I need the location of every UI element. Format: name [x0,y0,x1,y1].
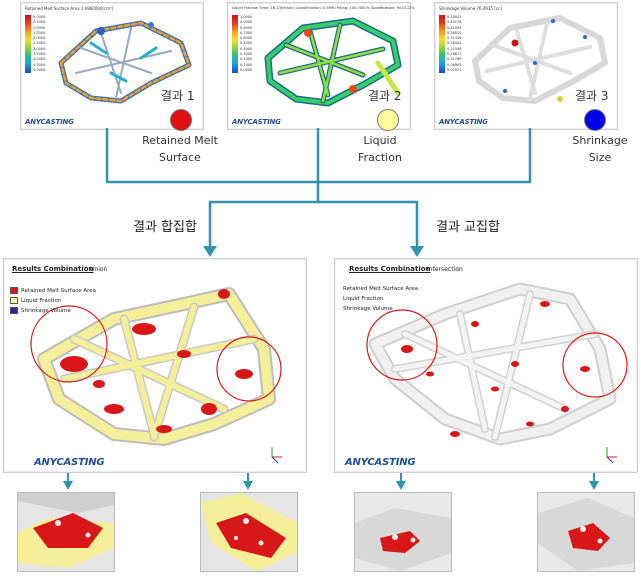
legend-swatch [10,297,18,304]
result-panel-retained-melt: Retained Melt Surface Area 1.0860000[cm²… [20,2,204,131]
legend-item-shrinkage: Shrinkage Volume [10,306,96,316]
caption-retained-melt: Retained Melt Surface [142,134,218,164]
color-legend-bar [439,15,445,73]
results-combination-title: Results Combination [12,265,94,273]
union-heading: 결과 합집합 [133,220,197,235]
legend-item-liquid-fraction: Liquid Fraction [343,296,384,302]
union-zoom-left [17,492,115,572]
intersection-zoom-left [354,492,452,572]
result-color-dot [584,109,606,131]
result-panel-shrinkage: Shrinkage Volume 76.4935 [cc] 0.50043 0.4… [434,2,618,131]
result-color-dot [170,109,192,131]
zoom-detail [355,493,451,571]
anycasting-logo: ANYCASTING [34,457,105,468]
intersection-casting-view [366,282,628,464]
color-legend-bar [232,15,238,73]
result-label: 결과 2 [368,89,402,103]
union-zoom-right [200,492,298,572]
color-legend-bar [25,15,31,73]
zoom-detail [538,493,634,571]
result-panel-liquid-fraction: Liquid Fraction Time: 16.1309(sec) Liqui… [227,2,415,131]
anycasting-logo: ANYCASTING [25,118,74,126]
zoom-detail [18,493,114,571]
intersection-zoom-right [537,492,635,572]
anycasting-logo: ANYCASTING [232,118,281,126]
casting-view-shrinkage [472,15,608,104]
legend-item-liquid-fraction: Liquid Fraction [10,296,96,306]
legend-swatch [10,287,18,294]
union-result-panel: Results Combination Union Retained Melt … [3,258,307,473]
anycasting-logo: ANYCASTING [439,118,488,126]
caption-shrinkage: Shrinkage Size [572,134,628,164]
results-combination-title: Results Combination [349,265,431,273]
result-color-dot [377,109,399,131]
anycasting-logo: ANYCASTING [345,457,416,468]
intersection-heading: 결과 교집합 [436,220,500,235]
caption-liquid-fraction: Liquid Fraction [358,134,402,164]
zoom-detail [201,493,297,571]
legend-values: 0.50043 0.45178 0.41094 0.36010 0.31326 0.264… [447,15,462,72]
combination-mode: Intersection [427,266,463,273]
union-casting-view [30,287,282,464]
casting-view-liquid-fraction [264,17,402,107]
panel-header: Liquid Fraction Time: 16.1309(sec) Liqui… [232,6,415,10]
intersection-result-panel: Results Combination Intersection Retaine… [334,258,638,473]
panel-header: Shrinkage Volume 76.4935 [cc] [439,6,502,11]
legend-swatch [10,307,18,314]
result-label: 결과 1 [161,89,195,103]
casting-view-retained-melt [58,20,192,104]
result-label: 결과 3 [575,89,609,103]
legend-item-shrinkage: Shrinkage Volume [343,306,393,312]
combination-legend: Retained Melt Surface Area Liquid Fracti… [343,284,418,314]
legend-item-retained-melt: Retained Melt Surface Area [10,286,96,296]
legend-item-retained-melt: Retained Melt Surface Area [343,286,419,292]
legend-values: 1.0000 0.9000 0.8000 0.7000 0.6000 0.5000 0.40… [240,15,253,72]
combination-mode: Union [90,266,108,273]
legend-values: 0.0000 0.5000 1.0000 1.5000 2.0000 2.5000 3.00… [33,15,46,72]
combination-legend: Retained Melt Surface Area Liquid Fracti… [10,286,96,316]
panel-header: Retained Melt Surface Area 1.0860000[cm²… [25,6,114,11]
